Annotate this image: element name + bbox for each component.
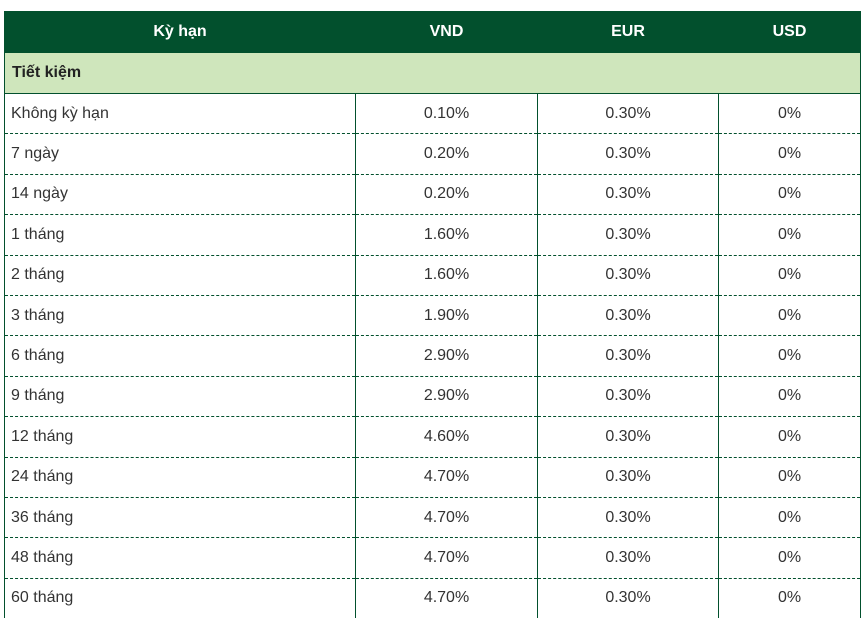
cell-vnd: 4.70% [356, 497, 538, 537]
header-row: Kỳ hạn VND EUR USD [5, 12, 861, 53]
cell-vnd: 1.60% [356, 255, 538, 295]
cell-term: 3 tháng [5, 295, 356, 335]
cell-vnd: 0.20% [356, 134, 538, 174]
cell-term: 9 tháng [5, 376, 356, 416]
cell-eur: 0.30% [538, 295, 719, 335]
cell-usd: 0% [719, 497, 861, 537]
cell-usd: 0% [719, 134, 861, 174]
cell-term: 14 ngày [5, 174, 356, 214]
cell-eur: 0.30% [538, 215, 719, 255]
section-row-savings: Tiết kiệm [5, 53, 861, 94]
header-term: Kỳ hạn [5, 12, 356, 53]
cell-term: Không kỳ hạn [5, 94, 356, 134]
cell-usd: 0% [719, 215, 861, 255]
interest-rate-table-container: Kỳ hạn VND EUR USD Tiết kiệm Không kỳ hạ… [4, 11, 860, 618]
cell-term: 60 tháng [5, 578, 356, 618]
cell-eur: 0.30% [538, 94, 719, 134]
cell-vnd: 1.90% [356, 295, 538, 335]
cell-eur: 0.30% [538, 376, 719, 416]
cell-usd: 0% [719, 376, 861, 416]
cell-term: 6 tháng [5, 336, 356, 376]
cell-vnd: 4.70% [356, 457, 538, 497]
cell-term: 7 ngày [5, 134, 356, 174]
section-label: Tiết kiệm [5, 53, 861, 94]
cell-vnd: 2.90% [356, 336, 538, 376]
cell-term: 48 tháng [5, 538, 356, 578]
cell-usd: 0% [719, 538, 861, 578]
cell-usd: 0% [719, 255, 861, 295]
cell-usd: 0% [719, 336, 861, 376]
cell-eur: 0.30% [538, 174, 719, 214]
cell-usd: 0% [719, 457, 861, 497]
cell-term: 2 tháng [5, 255, 356, 295]
cell-term: 24 tháng [5, 457, 356, 497]
cell-vnd: 0.10% [356, 94, 538, 134]
cell-usd: 0% [719, 417, 861, 457]
cell-vnd: 4.60% [356, 417, 538, 457]
cell-eur: 0.30% [538, 578, 719, 618]
cell-usd: 0% [719, 295, 861, 335]
header-vnd: VND [356, 12, 538, 53]
cell-term: 1 tháng [5, 215, 356, 255]
interest-rate-table: Kỳ hạn VND EUR USD Tiết kiệm Không kỳ hạ… [4, 11, 861, 618]
cell-vnd: 4.70% [356, 538, 538, 578]
cell-vnd: 0.20% [356, 174, 538, 214]
cell-eur: 0.30% [538, 134, 719, 174]
cell-eur: 0.30% [538, 336, 719, 376]
header-usd: USD [719, 12, 861, 53]
cell-vnd: 2.90% [356, 376, 538, 416]
header-eur: EUR [538, 12, 719, 53]
cell-usd: 0% [719, 578, 861, 618]
table-header: Kỳ hạn VND EUR USD [5, 12, 861, 53]
cell-vnd: 4.70% [356, 578, 538, 618]
cell-usd: 0% [719, 94, 861, 134]
cell-term: 36 tháng [5, 497, 356, 537]
cell-eur: 0.30% [538, 457, 719, 497]
cell-term: 12 tháng [5, 417, 356, 457]
cell-eur: 0.30% [538, 497, 719, 537]
cell-eur: 0.30% [538, 417, 719, 457]
cell-eur: 0.30% [538, 255, 719, 295]
cell-vnd: 1.60% [356, 215, 538, 255]
cell-usd: 0% [719, 174, 861, 214]
cell-eur: 0.30% [538, 538, 719, 578]
